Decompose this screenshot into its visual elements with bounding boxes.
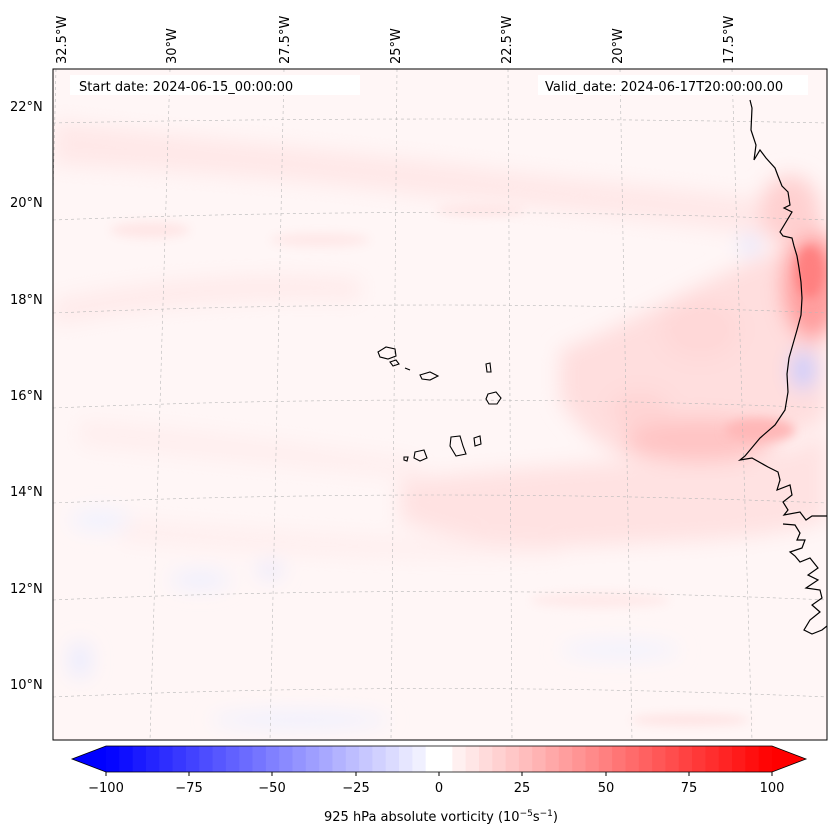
colorbar-segment — [399, 746, 413, 772]
lat-label-12n: 12°N — [10, 582, 43, 597]
lon-label-22.5w: 22.5°W — [500, 16, 515, 64]
start-date-box — [70, 75, 360, 95]
colorbar-segment — [279, 746, 294, 772]
lat-label-22n: 22°N — [10, 100, 43, 115]
colorbar-segment — [612, 746, 627, 772]
colorbar-segment — [159, 746, 174, 772]
colorbar-segment — [478, 746, 493, 772]
colorbar-segment — [305, 746, 320, 772]
colorbar-segment — [505, 746, 520, 772]
colorbar-segment — [465, 746, 480, 772]
colorbar-segment — [185, 746, 200, 772]
colorbar-segment — [625, 746, 640, 772]
colorbar-segment — [106, 746, 120, 772]
colorbar-segment — [225, 746, 240, 772]
lon-label-27.5w: 27.5°W — [278, 16, 293, 64]
colorbar-segment — [372, 746, 387, 772]
cbar-tick-label: 75 — [681, 781, 698, 796]
colorbar-min-extend-arrow — [72, 746, 106, 772]
colorbar-segment — [585, 746, 600, 772]
longitude-labels: 32.5°W 30°W 27.5°W 25°W 22.5°W 20°W 17.5… — [55, 16, 737, 64]
colorbar-segment — [439, 746, 453, 772]
colorbar-segments — [106, 746, 773, 772]
colorbar-segment — [265, 746, 280, 772]
colorbar-title: 925 hPa absolute vorticity (10−5s−1) — [324, 809, 558, 825]
colorbar-segment — [385, 746, 400, 772]
cbar-tick-label: −100 — [88, 781, 124, 796]
colorbar-segment — [119, 746, 134, 772]
colorbar-segment — [199, 746, 214, 772]
colorbar-segment — [145, 746, 160, 772]
colorbar-segment — [678, 746, 693, 772]
valid-date-label: Valid_date: 2024-06-17T20:00:00.00 — [545, 80, 783, 95]
colorbar-segment — [545, 746, 560, 772]
colorbar-segment — [332, 746, 347, 772]
colorbar-segment — [132, 746, 147, 772]
cabo-verde-islands — [377, 346, 502, 462]
colorbar-segment — [532, 746, 547, 772]
lon-label-20w: 20°W — [611, 28, 626, 64]
colorbar-segment — [172, 746, 187, 772]
africa-coastline — [737, 99, 827, 635]
map-frame — [52, 68, 828, 741]
graticule-lines — [53, 69, 827, 740]
colorbar-segment — [425, 746, 440, 772]
colorbar-segment — [718, 746, 733, 772]
lon-label-25w: 25°W — [389, 28, 404, 64]
colorbar-segment — [252, 746, 267, 772]
colorbar-segment — [212, 746, 227, 772]
colorbar-segment — [239, 746, 254, 772]
colorbar-segment — [345, 746, 360, 772]
lat-label-16n: 16°N — [10, 389, 43, 404]
lat-label-10n: 10°N — [10, 678, 43, 693]
cbar-tick-label: −75 — [175, 781, 202, 796]
cbar-tick-label: −25 — [342, 781, 369, 796]
cbar-tick-label: −50 — [258, 781, 285, 796]
colorbar-segment — [652, 746, 667, 772]
lon-label-17.5w: 17.5°W — [722, 16, 737, 64]
valid-date-box — [538, 75, 808, 95]
colorbar-segment — [319, 746, 334, 772]
lon-label-30w: 30°W — [165, 28, 180, 64]
lon-label-32.5w: 32.5°W — [55, 16, 70, 64]
colorbar-segment — [758, 746, 773, 772]
cbar-tick-label: 100 — [760, 781, 785, 796]
lat-label-18n: 18°N — [10, 293, 43, 308]
colorbar-segment — [598, 746, 613, 772]
colorbar-segment — [452, 746, 467, 772]
lat-label-20n: 20°N — [10, 196, 43, 211]
colorbar-ticks — [105, 772, 773, 776]
cbar-tick-label: 50 — [598, 781, 615, 796]
lat-label-14n: 14°N — [10, 485, 43, 500]
colorbar-segment — [492, 746, 507, 772]
colorbar-segment — [518, 746, 533, 772]
colorbar-segment — [359, 746, 373, 772]
colorbar-segment — [412, 746, 427, 772]
colorbar-segment — [732, 746, 746, 772]
colorbar-segment — [745, 746, 760, 772]
colorbar-tick-labels: −100 −75 −50 −25 0 25 50 75 100 — [88, 781, 784, 796]
colorbar-max-extend-arrow — [772, 746, 806, 772]
map-plot-area[interactable] — [40, 69, 837, 740]
colorbar-segment — [558, 746, 573, 772]
cbar-tick-label: 0 — [435, 781, 443, 796]
colorbar-segment — [692, 746, 706, 772]
colorbar: −100 −75 −50 −25 0 25 50 75 100 925 hPa … — [70, 745, 808, 825]
colorbar-segment — [638, 746, 653, 772]
start-date-label: Start date: 2024-06-15_00:00:00 — [79, 80, 293, 95]
colorbar-segment — [705, 746, 720, 772]
colorbar-segment — [572, 746, 587, 772]
latitude-labels: 22°N 20°N 18°N 16°N 14°N 12°N 10°N — [10, 100, 43, 693]
cbar-tick-label: 25 — [514, 781, 531, 796]
colorbar-segment — [665, 746, 680, 772]
colorbar-segment — [292, 746, 307, 772]
